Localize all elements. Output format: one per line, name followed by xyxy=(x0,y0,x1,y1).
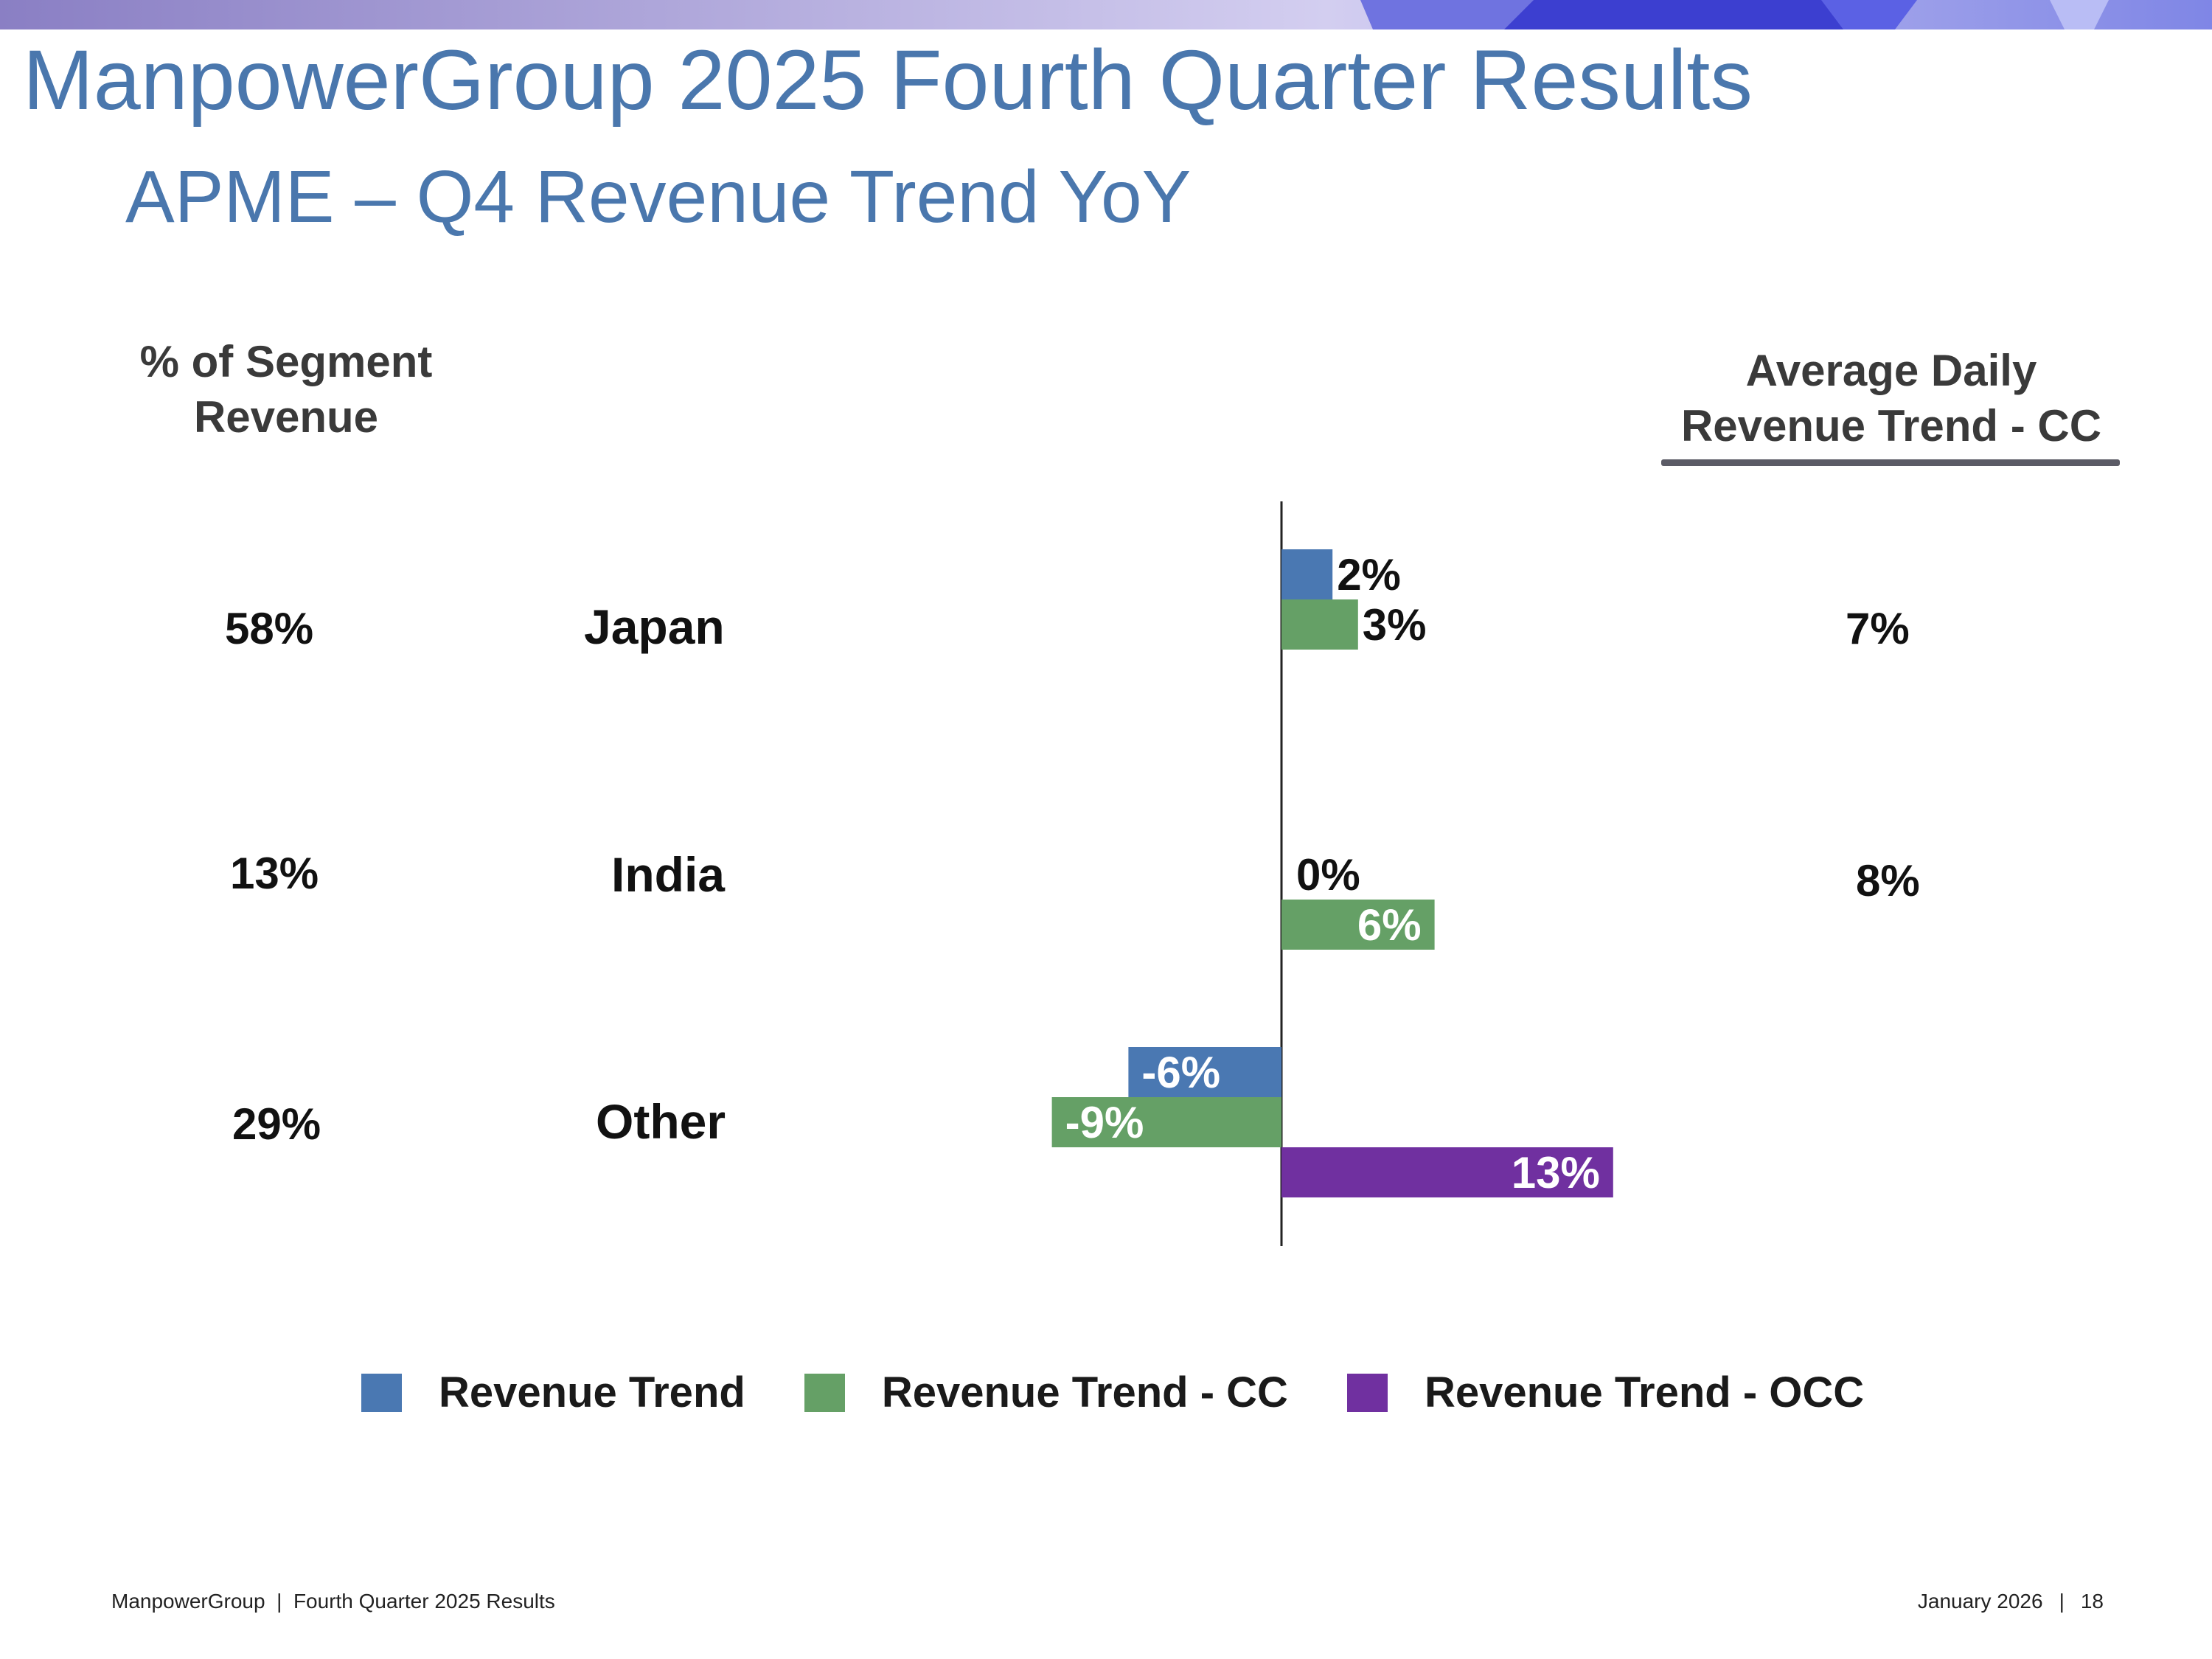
chart-legend: Revenue Trend Revenue Trend - CC Revenue… xyxy=(361,1368,1923,1417)
bar-other-revenue-trend-occ xyxy=(1281,1147,1613,1197)
footer-right: January 2026 | 18 xyxy=(1918,1590,2104,1613)
segment-pct-japan: 58% xyxy=(225,604,314,653)
bar-label-japan-revenue-trend: 2% xyxy=(1337,550,1401,599)
adr-value-india: 8% xyxy=(1856,856,1920,905)
bar-label-other-revenue-trend-occ: 13% xyxy=(1512,1148,1600,1197)
adr-header-line2: Revenue Trend - CC xyxy=(1680,401,2102,451)
legend-label-revenue-trend: Revenue Trend xyxy=(439,1368,745,1416)
adr-header-line1: Average Daily xyxy=(1745,346,2037,395)
page-title: ManpowerGroup 2025 Fourth Quarter Result… xyxy=(23,33,1753,128)
top-decorative-banner xyxy=(0,0,2212,29)
legend-swatch-revenue-trend-cc xyxy=(804,1373,845,1412)
adr-value-japan: 7% xyxy=(1846,604,1910,653)
footer-left-text: ManpowerGroup | Fourth Quarter 2025 Resu… xyxy=(111,1590,555,1613)
region-label-other: Other xyxy=(596,1094,726,1149)
legend-swatch-revenue-trend xyxy=(361,1373,402,1412)
bar-label-other-revenue-trend: -6% xyxy=(1141,1048,1220,1097)
segment-pct-other: 29% xyxy=(232,1099,321,1149)
segment-header-line1: % of Segment xyxy=(139,337,433,386)
footer-page-number: 18 xyxy=(2080,1590,2104,1613)
legend-swatch-revenue-trend-occ xyxy=(1346,1373,1388,1412)
bar-other-revenue-trend xyxy=(1128,1047,1281,1097)
legend-item-revenue-trend-occ: Revenue Trend - OCC xyxy=(1346,1368,1865,1417)
region-label-japan: Japan xyxy=(584,599,725,654)
bar-label-india-revenue-trend: 0% xyxy=(1296,850,1360,900)
segment-revenue-header: % of Segment Revenue xyxy=(102,334,470,445)
legend-label-revenue-trend-occ: Revenue Trend - OCC xyxy=(1424,1368,1865,1416)
segment-header-line2: Revenue xyxy=(193,392,379,442)
legend-item-revenue-trend: Revenue Trend xyxy=(361,1368,745,1417)
adr-header-underline xyxy=(1661,459,2120,466)
adr-trend-header: Average Daily Revenue Trend - CC xyxy=(1655,343,2127,453)
bar-label-india-revenue-trend-cc: 6% xyxy=(1357,900,1422,950)
footer-date: January 2026 xyxy=(1917,1590,2043,1613)
footer-separator: | xyxy=(2059,1590,2065,1613)
bar-other-revenue-trend-cc xyxy=(1051,1097,1281,1147)
bar-japan-revenue-trend xyxy=(1281,549,1333,599)
legend-item-revenue-trend-cc: Revenue Trend - CC xyxy=(804,1368,1288,1417)
segment-pct-india: 13% xyxy=(230,849,319,898)
region-label-india: India xyxy=(611,847,726,902)
bar-india-revenue-trend-cc xyxy=(1281,900,1435,950)
bar-japan-revenue-trend-cc xyxy=(1281,599,1358,650)
page-subtitle: APME – Q4 Revenue Trend YoY xyxy=(125,156,1192,238)
bar-label-japan-revenue-trend-cc: 3% xyxy=(1363,600,1427,650)
bar-label-other-revenue-trend-cc: -9% xyxy=(1065,1098,1144,1147)
legend-label-revenue-trend-cc: Revenue Trend - CC xyxy=(881,1368,1288,1416)
